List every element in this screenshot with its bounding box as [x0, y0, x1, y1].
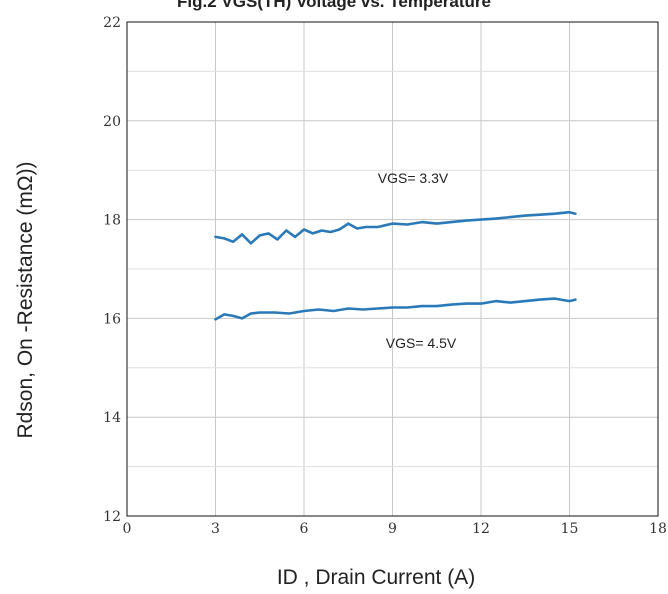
y-tick-label-16: 16 [103, 311, 121, 327]
x-tick-label-18: 18 [649, 521, 667, 537]
x-tick-label-9: 9 [388, 521, 397, 537]
annotation-vgs-4-5v: VGS= 4.5V [386, 335, 457, 351]
plot-frame [126, 21, 659, 517]
annotation-vgs-3-3v: VGS= 3.3V [378, 170, 449, 186]
y-tick-label-18: 18 [103, 213, 121, 229]
y-tick-label-22: 22 [103, 15, 121, 31]
x-tick-label-6: 6 [300, 521, 309, 537]
x-axis-label: ID , Drain Current (A) [277, 566, 475, 589]
series-group [214, 210, 577, 321]
y-tick-label-20: 20 [103, 114, 121, 130]
y-tick-label-14: 14 [103, 410, 121, 426]
series-line-2 [214, 297, 577, 321]
series-line-1 [214, 210, 577, 245]
y-tick-label-12: 12 [103, 509, 121, 525]
x-tick-label-15: 15 [561, 521, 579, 537]
chart-title: Fig.2 VGS(TH) Voltage vs. Temperature [177, 0, 491, 11]
x-tick-label-0: 0 [123, 521, 132, 537]
y-axis-label: Rdson, On -Resistance (mΩ)) [14, 161, 37, 438]
x-tick-label-12: 12 [472, 521, 490, 537]
tick-labels: 0 3 6 9 12 15 18 12 14 16 18 20 22 [103, 15, 667, 537]
x-tick-label-3: 3 [211, 521, 220, 537]
grid [127, 22, 658, 516]
